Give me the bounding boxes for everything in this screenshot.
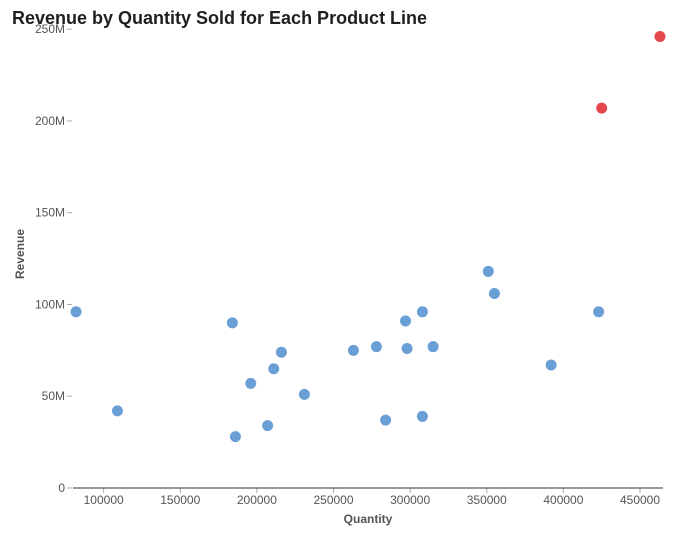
x-tick-label: 350000 bbox=[467, 493, 507, 507]
data-points bbox=[70, 31, 666, 443]
y-axis-title: Revenue bbox=[13, 229, 27, 279]
data-point[interactable] bbox=[427, 341, 439, 353]
x-tick-label: 200000 bbox=[237, 493, 277, 507]
chart-title: Revenue by Quantity Sold for Each Produc… bbox=[12, 8, 428, 28]
x-tick-label: 150000 bbox=[160, 493, 200, 507]
data-point[interactable] bbox=[268, 363, 280, 375]
x-tick-label: 100000 bbox=[84, 493, 124, 507]
data-point[interactable] bbox=[111, 405, 123, 417]
x-tick-label: 250000 bbox=[313, 493, 353, 507]
data-point-highlighted[interactable] bbox=[596, 102, 608, 114]
data-point[interactable] bbox=[380, 414, 392, 426]
y-tick-label: 250M bbox=[35, 22, 65, 36]
data-point[interactable] bbox=[245, 377, 257, 389]
data-point[interactable] bbox=[298, 388, 310, 400]
y-tick-label: 200M bbox=[35, 114, 65, 128]
data-point[interactable] bbox=[401, 343, 413, 355]
data-point[interactable] bbox=[593, 306, 605, 318]
data-point[interactable] bbox=[370, 341, 382, 353]
data-point[interactable] bbox=[400, 315, 412, 327]
data-point[interactable] bbox=[482, 265, 494, 277]
y-tick-label: 0 bbox=[58, 481, 65, 495]
data-point[interactable] bbox=[416, 410, 428, 422]
x-axis-ticks: 100000 150000 200000 250000 300000 350000 4000… bbox=[84, 488, 660, 507]
data-point[interactable] bbox=[70, 306, 82, 318]
y-axis-ticks: 0 50M 100M 150M 200M 250M bbox=[35, 22, 72, 495]
data-point[interactable] bbox=[488, 287, 500, 299]
x-tick-label: 400000 bbox=[543, 493, 583, 507]
data-point-highlighted[interactable] bbox=[654, 31, 666, 43]
data-point[interactable] bbox=[262, 420, 274, 432]
data-point[interactable] bbox=[275, 346, 287, 358]
y-tick-label: 50M bbox=[42, 389, 65, 403]
data-point[interactable] bbox=[347, 344, 359, 356]
data-point[interactable] bbox=[229, 431, 241, 443]
data-point[interactable] bbox=[226, 317, 238, 329]
y-tick-label: 100M bbox=[35, 297, 65, 311]
y-tick-label: 150M bbox=[35, 206, 65, 220]
x-tick-label: 300000 bbox=[390, 493, 430, 507]
data-point[interactable] bbox=[545, 359, 557, 371]
data-point[interactable] bbox=[416, 306, 428, 318]
x-axis-title: Quantity bbox=[344, 512, 393, 526]
x-tick-label: 450000 bbox=[620, 493, 660, 507]
